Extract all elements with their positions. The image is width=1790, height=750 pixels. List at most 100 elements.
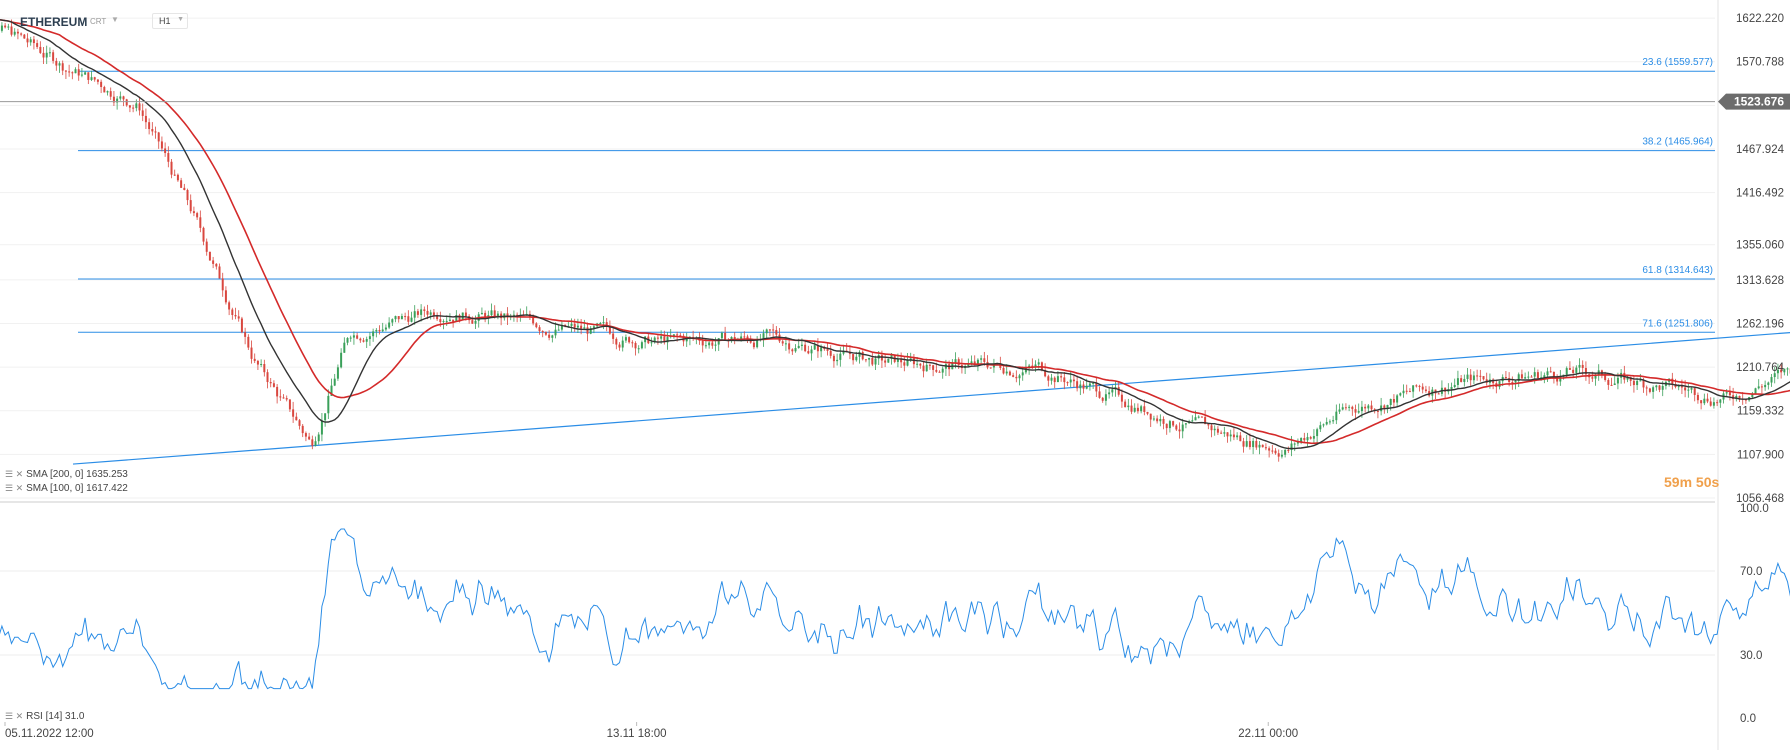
candle-body [708,342,711,346]
chart-type-label[interactable]: CRT [90,17,107,26]
candle-body [1085,385,1088,389]
candle-body [1616,377,1619,384]
candle-body [1712,402,1715,406]
candle-body [1008,371,1011,376]
candle-body [554,329,557,336]
candle-body [352,335,355,338]
candle-body [16,31,19,34]
candle-body [829,350,832,356]
candle-body [980,358,983,360]
candle-body [1556,377,1559,382]
candle-body [1284,449,1287,455]
candle-body [304,433,307,437]
candle-body [906,360,909,366]
candle-body [903,362,906,366]
candle-body [84,72,87,75]
candle-body [720,332,723,339]
candle-body [1348,406,1351,408]
candle-body [410,317,413,322]
candle-body [455,315,458,322]
candle-body [1303,437,1306,441]
candle-body [23,34,26,39]
chevron-down-icon: ▼ [177,16,184,23]
menu-icon[interactable]: ☰ ✕ [5,711,24,721]
menu-icon[interactable]: ☰ ✕ [5,469,24,479]
candle-body [240,318,243,333]
candle-body [336,367,339,379]
candle-body [1124,401,1127,408]
candle-body [1095,382,1098,392]
price-tick-label: 1159.332 [1737,406,1784,418]
candle-body [1319,425,1322,430]
candle-body [1242,441,1245,447]
candle-body [1063,377,1066,383]
menu-icon[interactable]: ☰ ✕ [5,483,24,493]
candle-body [1687,389,1690,391]
chevron-down-icon[interactable]: ▼ [111,15,119,24]
candle-body [1271,450,1274,452]
candle-body [932,365,935,370]
legend-rsi[interactable]: ☰ ✕ RSI [14] 31.0 [5,711,85,722]
candle-body [1645,387,1648,389]
candle-body [1053,377,1056,383]
candle-body [343,342,346,353]
candle-body [61,63,64,71]
candle-body [1744,399,1747,401]
candle-body [1386,404,1389,410]
candle-body [93,77,96,80]
candle-body [148,122,151,130]
candle-body [1181,424,1184,432]
candle-body [1543,375,1546,378]
candle-body [762,333,765,340]
candle-body [1405,390,1408,392]
candle-body [506,313,509,318]
candle-body [666,337,669,343]
candle-body [1594,374,1597,379]
candle-body [346,338,349,343]
candle-body [1258,444,1261,448]
candle-body [151,129,154,132]
candle-body [48,52,51,54]
time-tick-label: 13.11 18:00 [607,728,667,740]
candle-body [1108,392,1111,395]
candle-body [1277,453,1280,457]
candle-body [112,96,115,103]
candle-body [1476,375,1479,377]
candle-body [775,330,778,335]
candle-body [912,358,915,365]
candle-body [1517,374,1520,381]
candle-body [394,316,397,320]
candle-body [1044,369,1047,377]
candle-body [484,312,487,319]
candle-body [260,363,263,365]
legend-sma100[interactable]: ☰ ✕ SMA [100, 0] 1617.422 [5,483,128,494]
candle-body [272,383,275,387]
candle-body [1424,389,1427,392]
candle-body [1591,377,1594,379]
symbol-name[interactable]: ETHEREUM [20,15,88,29]
candle-body [349,337,352,339]
candle-body [144,115,147,123]
candle-body [333,378,336,386]
candle-body [471,320,474,324]
candle-body [1546,371,1549,376]
candle-body [1178,429,1181,432]
candle-body [244,332,247,337]
candle-body [1280,454,1283,457]
candle-body [1728,392,1731,396]
legend-sma200[interactable]: ☰ ✕ SMA [200, 0] 1635.253 [5,469,128,480]
candle-body [692,336,695,338]
candle-body [1524,377,1527,379]
candle-body [1002,367,1005,374]
candle-body [679,335,682,337]
candle-body [1444,387,1447,392]
timeframe-select[interactable]: H1 ▼ [152,13,188,29]
candle-body [1104,394,1107,401]
candle-body [1162,418,1165,424]
candle-body [1261,444,1264,448]
candle-body [1357,411,1360,413]
candle-body [634,342,637,349]
candle-body [1581,364,1584,368]
candle-body [324,413,327,421]
